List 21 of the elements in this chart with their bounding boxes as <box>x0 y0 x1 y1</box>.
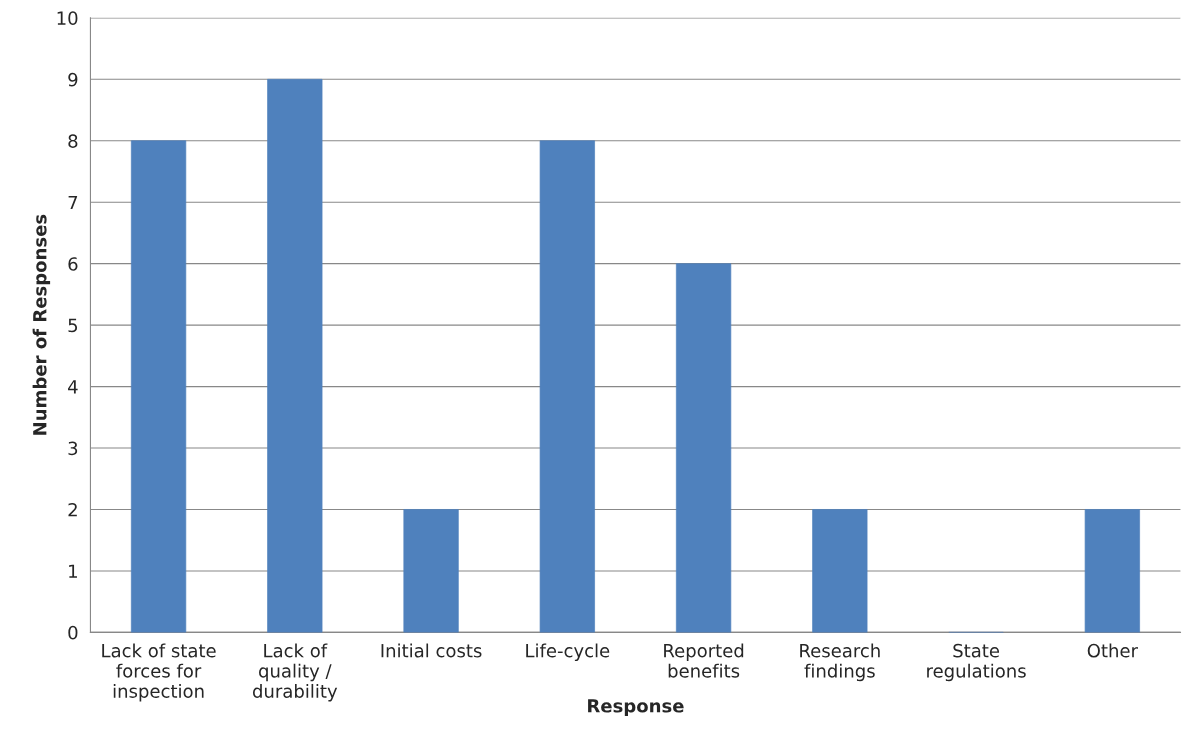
x-tick-label: Research findings <box>800 643 880 682</box>
y-tick-label: 1 <box>69 564 77 578</box>
y-tick-label: 10 <box>57 11 78 25</box>
y-tick-label: 5 <box>68 318 78 333</box>
y-tick-label: 8 <box>68 134 78 148</box>
y-tick-label: 6 <box>68 257 78 271</box>
y-axis-title: Number of Responses <box>32 214 51 435</box>
y-tick-label: 9 <box>68 72 78 87</box>
x-tick-label: Reported benefits <box>664 643 744 678</box>
y-tick-label: 4 <box>68 380 78 394</box>
x-tick-label: Initial costs <box>381 643 482 658</box>
x-axis-title: Response <box>588 699 684 717</box>
x-tick-label: Lack of state forces for inspection <box>102 643 216 702</box>
x-tick-label: Other <box>1087 643 1138 658</box>
x-tick-label: Lack of quality / durability <box>252 643 338 702</box>
x-tick-label: Life-cycle <box>526 643 610 661</box>
y-tick-label: 2 <box>68 502 77 517</box>
y-tick-label: 0 <box>68 625 78 640</box>
x-tick-label: State regulations <box>927 643 1026 682</box>
y-tick-label: 3 <box>68 441 78 456</box>
y-tick-label: 7 <box>68 195 78 210</box>
